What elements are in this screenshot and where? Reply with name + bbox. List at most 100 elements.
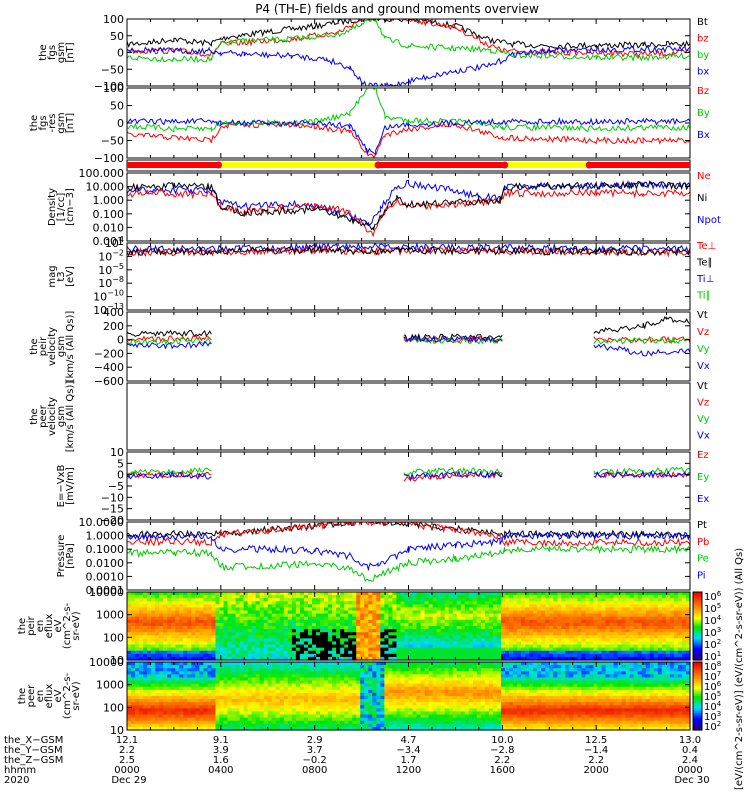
x-row-label: the_Z−GSM bbox=[4, 755, 63, 766]
y-tick-label: 1000 bbox=[96, 609, 124, 622]
y-axis-label: [km/s (All Qs)] bbox=[65, 381, 76, 453]
y-axis-label: sr-eV) bbox=[71, 681, 82, 710]
legend-entry-bz: bz bbox=[697, 33, 709, 44]
x-tick-label: −2.8 bbox=[490, 745, 514, 756]
y-axis-label: peir bbox=[38, 336, 49, 356]
series-line-ne-3 bbox=[127, 188, 690, 237]
x-row-label: the_X−GSM bbox=[4, 735, 63, 746]
legend-entry-te: Te∥ bbox=[696, 257, 713, 268]
y-axis-label: fgs bbox=[38, 115, 49, 130]
legend-entry-vz: Vz bbox=[697, 397, 709, 408]
y-tick-label: 100.000 bbox=[79, 167, 125, 180]
x-tick-label: 0000 bbox=[114, 765, 139, 776]
y-tick-label: 0.0001 bbox=[86, 584, 125, 597]
legend-entry-vx: Vx bbox=[697, 430, 710, 441]
y-axis-label: fgs bbox=[47, 45, 58, 60]
x-tick-label: 0.4 bbox=[682, 745, 698, 756]
legend-entry-bz: Bz bbox=[697, 86, 709, 97]
y-axis-label: the bbox=[17, 618, 28, 634]
y-axis-label: velocity bbox=[47, 397, 58, 436]
y-axis-label: the bbox=[29, 115, 40, 131]
x-tick-label: −3.4 bbox=[396, 745, 420, 756]
y-tick-label: 10000 bbox=[89, 656, 124, 669]
x-tick-label: 2.4 bbox=[682, 755, 698, 766]
x-tick-label: 0400 bbox=[208, 765, 233, 776]
x-tick-label: 1200 bbox=[396, 765, 421, 776]
y-tick-label: 50 bbox=[110, 100, 124, 113]
y-axis-label: the bbox=[29, 338, 40, 354]
x-tick-label: 3.7 bbox=[307, 745, 323, 756]
y-tick-label: 10 bbox=[110, 654, 124, 667]
y-axis-label: (cm^2-s- bbox=[62, 602, 73, 649]
x-row-label: hhmm bbox=[4, 765, 36, 776]
x-tick-label: 4.7 bbox=[401, 735, 417, 746]
y-tick-label: −15 bbox=[101, 503, 124, 516]
y-tick-label: −100 bbox=[94, 152, 124, 165]
legend-entry-npot: Npot bbox=[697, 215, 721, 226]
panel-9: 10000 1000 100 10 thepeirenefluxeV(cm^2-s-sr… bbox=[17, 586, 691, 667]
series-line-vx-5 bbox=[127, 334, 690, 357]
series-line-ey-7 bbox=[127, 466, 690, 477]
y-tick-label: 1.0000 bbox=[86, 530, 125, 543]
y-tick-label: 0 bbox=[117, 47, 124, 60]
y-axis-label: [nT] bbox=[65, 113, 76, 133]
legend-entry-bx: Bx bbox=[697, 130, 710, 141]
y-axis-label: -res bbox=[47, 114, 58, 133]
series-line-ti-4 bbox=[127, 243, 690, 255]
mode-bar-segment bbox=[589, 162, 690, 168]
y-axis-label: E=−VxB bbox=[56, 465, 67, 508]
series-line-bx-2 bbox=[127, 116, 690, 156]
x-tick-label: 1.7 bbox=[401, 755, 417, 766]
y-tick-label: 0.001 bbox=[93, 235, 125, 248]
y-axis-label: gsm bbox=[56, 336, 67, 357]
y-tick-label: 10.000 bbox=[86, 181, 125, 194]
panel-frame bbox=[126, 451, 691, 521]
series-line-bx-1 bbox=[127, 45, 690, 86]
legend-entry-te: Te⊥ bbox=[696, 241, 716, 252]
x-tick-label: 13.0 bbox=[679, 735, 701, 746]
y-axis-label: peir bbox=[26, 615, 37, 635]
series-line-bz-2 bbox=[127, 120, 690, 158]
legend-entry-ti: Ti∥ bbox=[696, 290, 711, 301]
series-line-ni-3 bbox=[127, 180, 690, 231]
x-tick-label: 10.0 bbox=[491, 735, 513, 746]
y-tick-label: 5 bbox=[117, 457, 124, 470]
x-tick-label: 1.6 bbox=[213, 755, 229, 766]
series-line-pi-8 bbox=[127, 530, 690, 571]
y-tick-label: 10.0000 bbox=[79, 516, 125, 529]
y-axis-label: [cm−3] bbox=[65, 188, 76, 226]
y-axis-label: [mV/m] bbox=[65, 467, 76, 505]
series-line-by-1 bbox=[127, 19, 690, 63]
x-tick-label: 2.2 bbox=[494, 755, 510, 766]
y-axis-label: eV bbox=[53, 619, 64, 632]
y-tick-label: 0.100 bbox=[93, 208, 125, 221]
y-tick-label: 0 bbox=[117, 469, 124, 482]
legend-entry-bt: Bt bbox=[697, 17, 708, 28]
y-axis-label: (cm^2-s- bbox=[62, 672, 73, 719]
mode-bar-segment bbox=[218, 162, 379, 168]
legend-entry-ne: Ne bbox=[697, 171, 711, 182]
y-tick-label: 0 bbox=[117, 334, 124, 347]
x-tick-label: 3.9 bbox=[213, 745, 229, 756]
y-tick-label: −600 bbox=[94, 375, 124, 388]
y-tick-label: −10 bbox=[101, 491, 124, 504]
legend-entry-ti: Ti⊥ bbox=[696, 274, 714, 285]
series-line-vy-5 bbox=[127, 335, 690, 346]
x-tick-label: −1.4 bbox=[584, 745, 608, 756]
mode-bar bbox=[126, 159, 691, 172]
colorbar-label: [eV/(cm^2-s-sr-eV)] (eV/(cm^2-s-sr-eV)) … bbox=[734, 548, 745, 790]
y-axis-label: [eV] bbox=[65, 266, 76, 287]
y-tick-label: −100 bbox=[94, 80, 124, 93]
x-tick-label: 2.9 bbox=[307, 735, 323, 746]
legend-entry-vt: Vt bbox=[697, 310, 708, 321]
y-axis-label: the bbox=[29, 408, 40, 424]
x-tick-label: 2.2 bbox=[119, 745, 135, 756]
x-tick-label: 9.1 bbox=[213, 735, 229, 746]
